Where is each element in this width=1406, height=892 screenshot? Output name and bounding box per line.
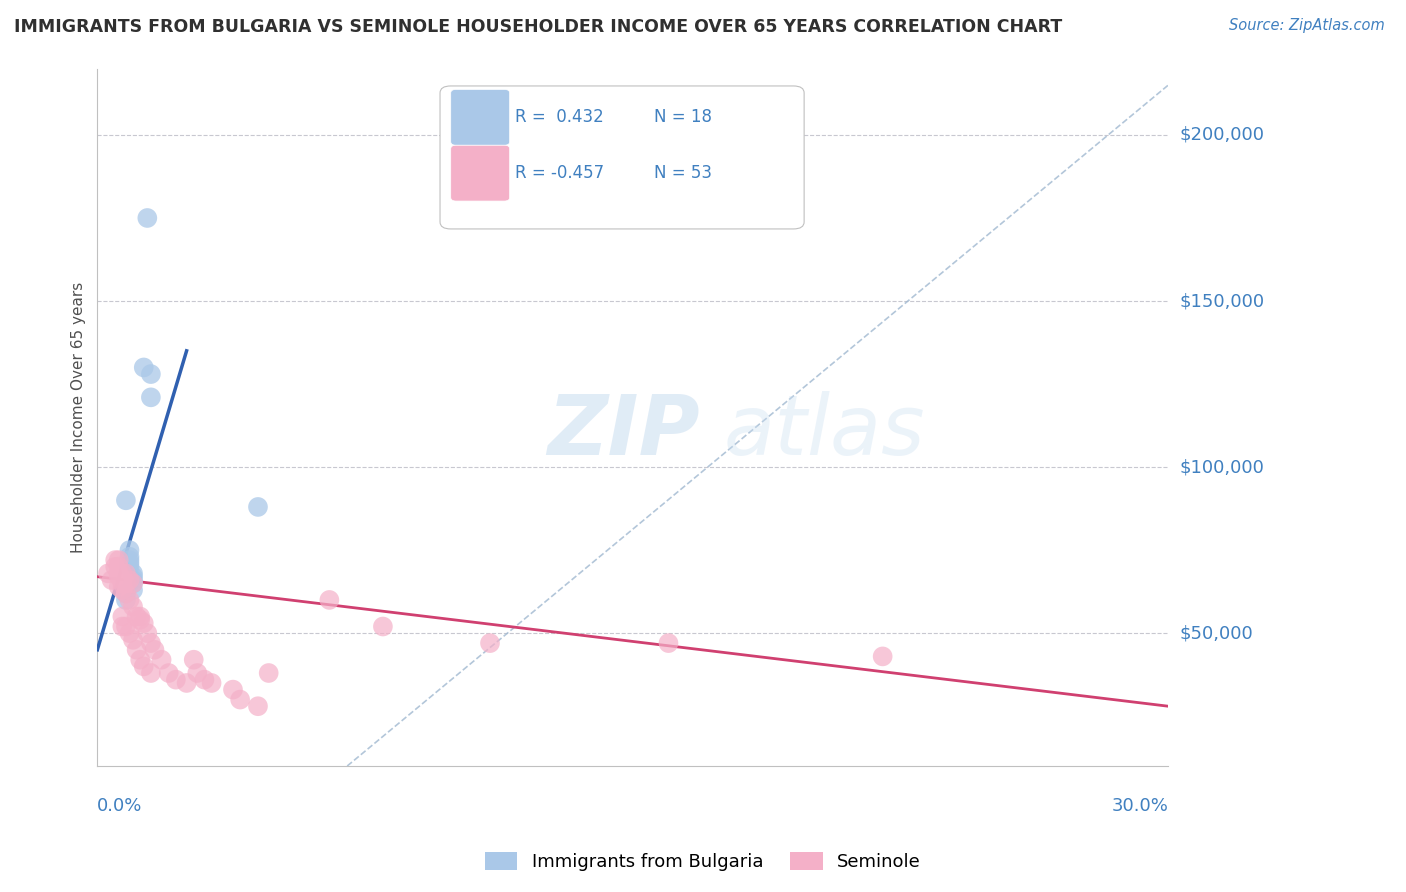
Point bbox=[129, 613, 152, 627]
Point bbox=[257, 665, 280, 680]
Point bbox=[100, 573, 122, 587]
Point bbox=[125, 642, 148, 657]
Point bbox=[122, 570, 145, 584]
Point bbox=[122, 576, 145, 591]
Point bbox=[115, 566, 138, 581]
Text: $100,000: $100,000 bbox=[1180, 458, 1264, 476]
Text: atlas: atlas bbox=[724, 391, 925, 472]
Point bbox=[115, 493, 138, 508]
Point bbox=[107, 553, 129, 567]
Point bbox=[222, 682, 245, 697]
Legend: Immigrants from Bulgaria, Seminole: Immigrants from Bulgaria, Seminole bbox=[478, 845, 928, 879]
Point bbox=[657, 636, 679, 650]
Point bbox=[111, 576, 134, 591]
Point bbox=[118, 626, 141, 640]
Point bbox=[183, 653, 205, 667]
Text: IMMIGRANTS FROM BULGARIA VS SEMINOLE HOUSEHOLDER INCOME OVER 65 YEARS CORRELATIO: IMMIGRANTS FROM BULGARIA VS SEMINOLE HOU… bbox=[14, 18, 1063, 36]
Point bbox=[200, 676, 222, 690]
Point bbox=[111, 582, 134, 597]
Point bbox=[115, 586, 138, 600]
Point bbox=[111, 609, 134, 624]
Point bbox=[132, 659, 155, 673]
Point bbox=[872, 649, 894, 664]
Point bbox=[104, 559, 127, 574]
Text: R = -0.457: R = -0.457 bbox=[515, 164, 605, 182]
Text: R =  0.432: R = 0.432 bbox=[515, 108, 603, 127]
Point bbox=[111, 573, 134, 587]
Point bbox=[132, 360, 155, 375]
Y-axis label: Householder Income Over 65 years: Householder Income Over 65 years bbox=[72, 282, 86, 553]
Point bbox=[97, 566, 120, 581]
Point bbox=[371, 619, 394, 633]
Point bbox=[118, 553, 141, 567]
Point bbox=[136, 211, 159, 225]
Point bbox=[122, 573, 145, 587]
Point bbox=[139, 367, 162, 381]
Point bbox=[122, 632, 145, 647]
Text: $150,000: $150,000 bbox=[1180, 292, 1264, 310]
Point bbox=[118, 573, 141, 587]
Text: $50,000: $50,000 bbox=[1180, 624, 1253, 642]
Point bbox=[111, 619, 134, 633]
Point bbox=[186, 665, 208, 680]
Point bbox=[118, 543, 141, 558]
Point bbox=[125, 609, 148, 624]
Text: $200,000: $200,000 bbox=[1180, 126, 1264, 144]
Point bbox=[165, 673, 187, 687]
Point bbox=[122, 576, 145, 591]
Point bbox=[139, 665, 162, 680]
Point bbox=[246, 500, 269, 514]
Point bbox=[139, 390, 162, 404]
Point bbox=[118, 549, 141, 564]
Point bbox=[115, 576, 138, 591]
Text: Source: ZipAtlas.com: Source: ZipAtlas.com bbox=[1229, 18, 1385, 33]
Point bbox=[479, 636, 502, 650]
Point bbox=[118, 593, 141, 607]
Point bbox=[118, 559, 141, 574]
Point bbox=[115, 593, 138, 607]
Point bbox=[318, 593, 340, 607]
Point bbox=[122, 582, 145, 597]
Text: N = 53: N = 53 bbox=[654, 164, 713, 182]
FancyBboxPatch shape bbox=[451, 145, 509, 201]
Point bbox=[111, 566, 134, 581]
Point bbox=[143, 642, 166, 657]
Point bbox=[115, 586, 138, 600]
Text: N = 18: N = 18 bbox=[654, 108, 713, 127]
Point bbox=[115, 619, 138, 633]
Point bbox=[246, 699, 269, 714]
Point bbox=[157, 665, 180, 680]
Point bbox=[132, 616, 155, 631]
Point bbox=[107, 580, 129, 594]
Point bbox=[193, 673, 215, 687]
Point bbox=[229, 692, 252, 706]
Point bbox=[107, 570, 129, 584]
Point bbox=[104, 553, 127, 567]
Text: 0.0%: 0.0% bbox=[97, 797, 143, 814]
Point bbox=[139, 636, 162, 650]
Point bbox=[118, 557, 141, 571]
Point bbox=[122, 599, 145, 614]
Point bbox=[107, 566, 129, 581]
Point bbox=[129, 609, 152, 624]
Point bbox=[107, 559, 129, 574]
Text: ZIP: ZIP bbox=[547, 391, 700, 472]
Point bbox=[122, 566, 145, 581]
Point bbox=[176, 676, 198, 690]
Point bbox=[136, 626, 159, 640]
Text: 30.0%: 30.0% bbox=[1111, 797, 1168, 814]
Point bbox=[150, 653, 173, 667]
FancyBboxPatch shape bbox=[451, 89, 509, 145]
Point bbox=[129, 653, 152, 667]
FancyBboxPatch shape bbox=[440, 86, 804, 229]
